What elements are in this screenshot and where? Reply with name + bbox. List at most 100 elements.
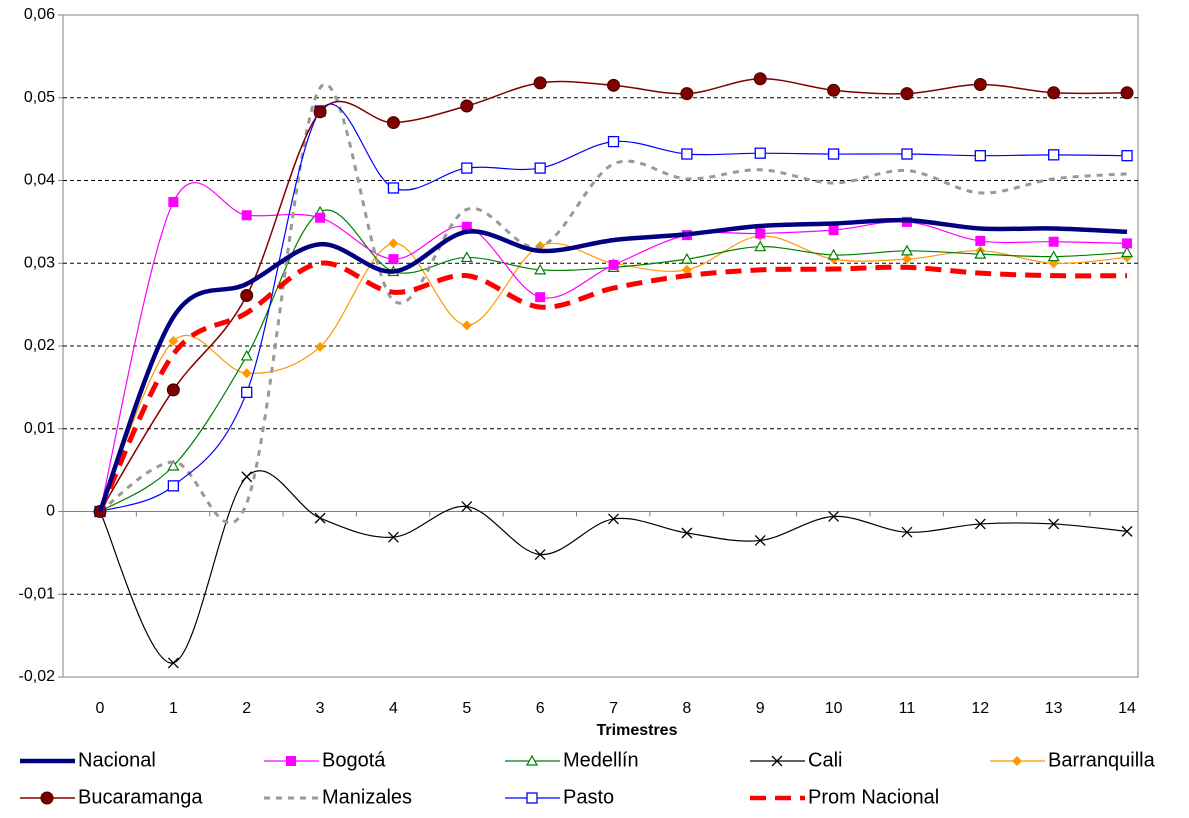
x-tick-label: 2 [242,700,251,717]
marker [286,756,296,766]
marker [901,526,913,538]
marker [900,244,913,256]
marker [1048,518,1060,530]
marker [315,341,326,352]
y-tick-label: -0,02 [19,668,56,685]
marker [167,657,179,669]
marker [754,147,766,159]
legend-label: Barranquilla [1048,749,1156,771]
marker [1048,149,1060,161]
x-tick-label: 11 [899,700,916,717]
marker [387,182,400,194]
y-tick-label: 0,03 [24,254,55,271]
y-tick-label: 0,04 [24,172,55,189]
marker [681,148,693,160]
marker [461,221,472,232]
marker [680,87,694,101]
legend-label: Medellín [563,749,639,771]
marker [461,162,473,174]
x-tick-label: 6 [536,700,545,717]
marker [40,791,54,805]
marker [755,228,766,239]
marker [534,162,546,174]
marker [1012,756,1022,766]
marker [460,99,474,113]
marker [460,251,473,263]
marker [241,210,252,221]
marker [827,83,841,97]
x-axis-title: Trimestres [597,722,678,739]
x-tick-label: 12 [971,700,989,717]
marker [1047,250,1060,262]
marker [753,72,767,86]
x-tick-label: 14 [1118,700,1136,717]
marker [535,292,546,303]
marker [388,238,399,249]
y-tick-label: 0,06 [24,6,55,23]
y-tick-label: -0,01 [19,585,56,602]
marker [315,212,326,223]
marker [1121,525,1133,537]
y-tick-label: 0 [46,503,55,520]
legend-label: Prom Nacional [808,786,939,808]
series-line [99,470,1128,664]
marker [1122,238,1133,249]
x-tick-label: 8 [682,700,691,717]
series-line [99,103,1128,513]
marker [313,105,327,119]
legend-label: Bucaramanga [78,786,203,808]
marker [461,501,473,512]
marker [754,240,767,252]
y-tick-label: 0,05 [24,89,55,106]
legend-label: Pasto [563,786,614,808]
marker [1121,246,1134,258]
x-tick-label: 4 [389,700,398,717]
series-line [99,182,1128,512]
marker [241,471,253,483]
marker [241,386,253,398]
marker [1120,86,1134,100]
legend-label: Nacional [78,749,156,771]
marker [608,513,619,525]
series-line [99,235,1128,512]
y-tick-label: 0,01 [24,420,55,437]
marker [900,87,914,101]
x-tick-label: 10 [825,700,843,717]
marker [167,459,180,471]
x-tick-label: 1 [169,700,178,717]
marker [240,289,254,303]
marker [534,263,547,275]
x-tick-label: 0 [96,700,105,717]
legend-label: Manizales [322,786,412,808]
marker [681,264,692,275]
marker [975,235,986,246]
marker [974,150,986,162]
x-tick-label: 9 [756,700,765,717]
legend-label: Cali [808,749,842,771]
marker [386,116,400,130]
marker [828,225,839,236]
marker [680,252,693,264]
marker [314,512,326,524]
marker [240,349,253,361]
series-line [97,217,1128,513]
marker [533,76,547,90]
marker [973,78,987,92]
marker [1047,86,1061,100]
series-line [99,83,1128,525]
marker [168,336,179,347]
marker [901,254,912,265]
x-tick-label: 7 [609,700,618,717]
marker [827,148,840,160]
marker [754,535,766,546]
x-tick-label: 3 [316,700,325,717]
marker [974,518,986,530]
marker [771,755,783,767]
marker [607,78,621,92]
marker [827,248,840,260]
marker [388,254,399,265]
x-tick-label: 5 [462,700,471,717]
marker [166,383,180,397]
legend-label: Bogotá [322,749,386,771]
marker [607,135,620,148]
